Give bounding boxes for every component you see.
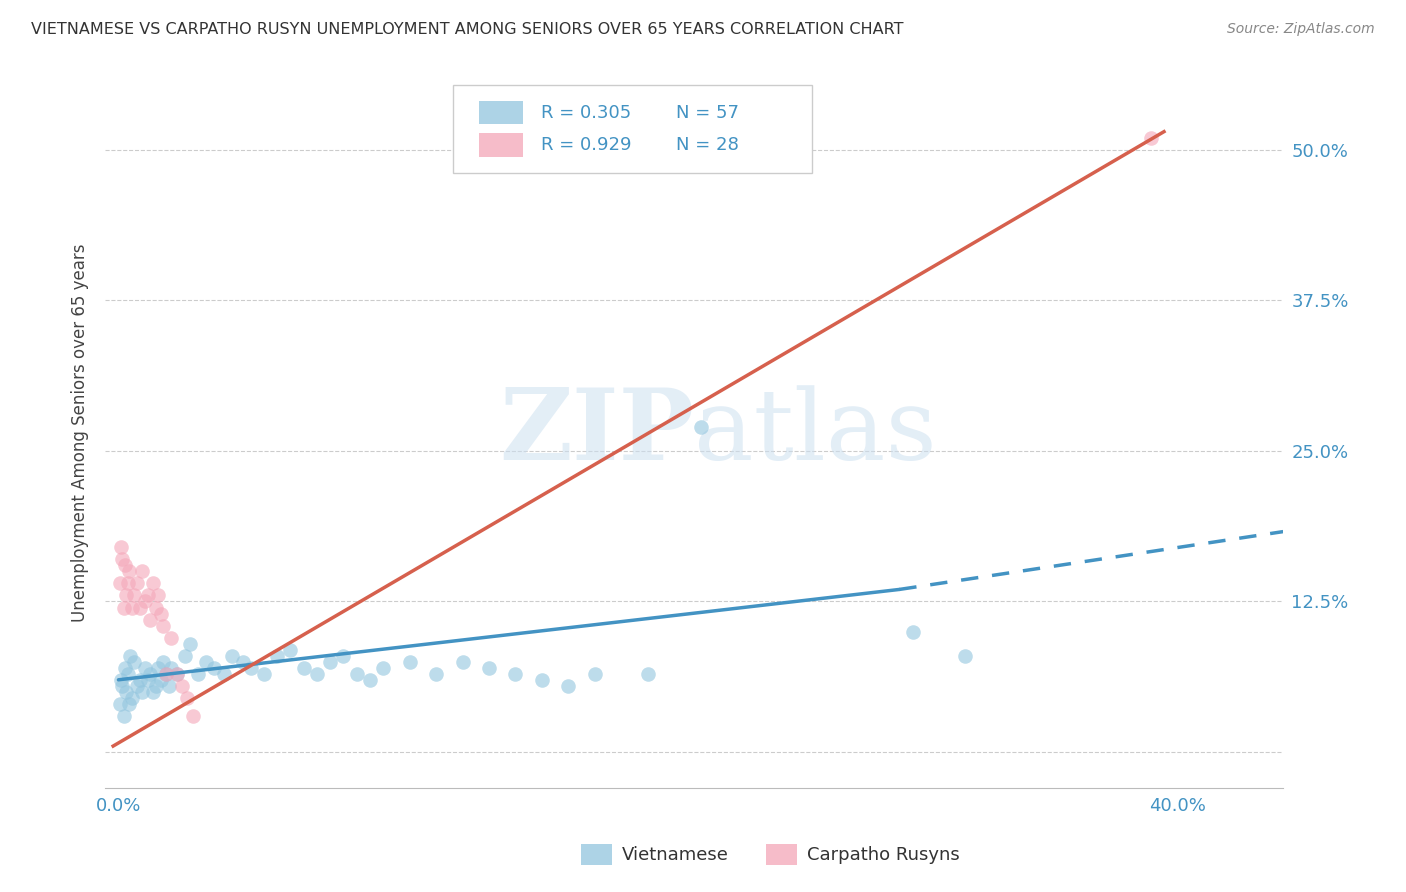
Point [170, 679, 193, 693]
Point [111, 679, 134, 693]
Point [155, 666, 177, 681]
Point [478, 661, 501, 675]
Point [131, 685, 153, 699]
Y-axis label: Unemployment Among Seniors over 65 years: Unemployment Among Seniors over 65 years [72, 244, 89, 622]
Point [221, 648, 243, 663]
Point [145, 679, 167, 693]
Text: Carpatho Rusyns: Carpatho Rusyns [807, 846, 960, 863]
Point [152, 655, 174, 669]
Point [583, 666, 606, 681]
Point [121, 600, 143, 615]
Point [128, 600, 150, 615]
Point [202, 661, 225, 675]
Point [239, 661, 262, 675]
Point [149, 607, 172, 621]
Point [505, 666, 527, 681]
Point [557, 679, 579, 693]
Text: VIETNAMESE VS CARPATHO RUSYN UNEMPLOYMENT AMONG SENIORS OVER 65 YEARS CORRELATIO: VIETNAMESE VS CARPATHO RUSYN UNEMPLOYMEN… [31, 22, 904, 37]
Point [637, 666, 659, 681]
Point [114, 558, 136, 573]
Point [134, 661, 156, 675]
Point [124, 589, 146, 603]
Point [173, 648, 195, 663]
Point [332, 648, 354, 663]
Point [108, 697, 131, 711]
Point [152, 618, 174, 632]
Point [160, 661, 183, 675]
Point [1139, 130, 1161, 145]
Point [955, 648, 977, 663]
Point [142, 685, 165, 699]
Point [166, 666, 188, 681]
Point [118, 697, 141, 711]
Point [901, 624, 924, 639]
Point [305, 666, 328, 681]
Point [266, 648, 288, 663]
Point [253, 666, 276, 681]
Point [118, 565, 141, 579]
Point [280, 642, 302, 657]
Point [114, 661, 136, 675]
Point [530, 673, 553, 687]
Text: N = 57: N = 57 [676, 103, 740, 121]
Point [146, 589, 169, 603]
Point [232, 655, 254, 669]
Point [292, 661, 315, 675]
Text: R = 0.929: R = 0.929 [541, 136, 631, 154]
Point [110, 541, 132, 555]
Point [160, 631, 183, 645]
Point [425, 666, 447, 681]
Point [117, 576, 139, 591]
Point [451, 655, 474, 669]
Point [181, 709, 204, 723]
Point [359, 673, 381, 687]
Point [142, 576, 165, 591]
Point [689, 419, 711, 434]
Point [136, 589, 159, 603]
Point [176, 690, 198, 705]
Point [346, 666, 368, 681]
Point [120, 648, 142, 663]
Point [319, 655, 342, 669]
Point [125, 576, 148, 591]
Point [157, 679, 180, 693]
Bar [478, 101, 523, 125]
Point [139, 666, 162, 681]
Text: ZIP: ZIP [499, 384, 695, 482]
Point [121, 690, 143, 705]
Point [110, 673, 132, 687]
Point [111, 552, 134, 566]
Point [134, 594, 156, 608]
Point [179, 637, 201, 651]
Point [112, 600, 135, 615]
Point [125, 679, 148, 693]
Point [194, 655, 217, 669]
Point [398, 655, 420, 669]
Point [115, 589, 138, 603]
Point [149, 673, 172, 687]
Point [139, 613, 162, 627]
Point [112, 709, 135, 723]
Point [117, 666, 139, 681]
Text: N = 28: N = 28 [676, 136, 740, 154]
Text: atlas: atlas [695, 385, 936, 481]
Point [155, 666, 177, 681]
FancyBboxPatch shape [453, 85, 811, 173]
Point [214, 666, 236, 681]
Point [146, 661, 169, 675]
Bar [478, 134, 523, 157]
Point [108, 576, 131, 591]
Point [131, 565, 153, 579]
Point [136, 673, 159, 687]
Point [128, 673, 150, 687]
Point [115, 685, 138, 699]
Text: R = 0.305: R = 0.305 [541, 103, 631, 121]
Point [166, 666, 188, 681]
Point [187, 666, 209, 681]
Point [124, 655, 146, 669]
Point [373, 661, 395, 675]
Text: Source: ZipAtlas.com: Source: ZipAtlas.com [1227, 22, 1375, 37]
Point [145, 600, 167, 615]
Text: Vietnamese: Vietnamese [621, 846, 728, 863]
